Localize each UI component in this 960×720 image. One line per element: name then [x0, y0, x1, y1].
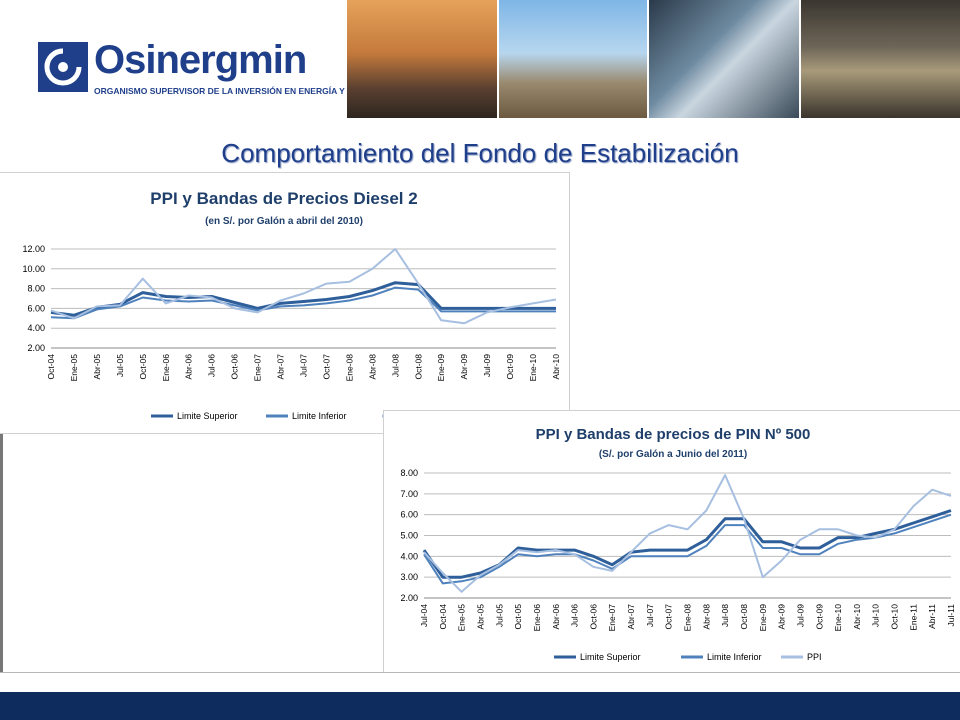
chart1-xtick-label: Ene-09 — [758, 604, 768, 632]
logo-name: Osinergmin — [94, 38, 307, 82]
chart1-ytick-label: 6.00 — [400, 510, 418, 520]
chart1-ytick-label: 3.00 — [400, 572, 418, 582]
chart0-xtick-label: Oct-05 — [138, 354, 148, 380]
chart0-series-limite-superior — [50, 281, 556, 317]
header-photo-power-lines — [347, 0, 497, 118]
logo-subtitle: ORGANISMO SUPERVISOR DE LA INVERSIÓN EN … — [94, 86, 383, 96]
chart1-xtick-label: Abr-11 — [927, 604, 937, 629]
chart0-ytick-label: 10.00 — [22, 264, 45, 274]
chart1-xtick-label: Ene-08 — [683, 604, 693, 632]
chart1-xtick-label: Ene-05 — [457, 604, 467, 632]
chart1-xtick-label: Abr-10 — [852, 604, 862, 630]
chart1-xtick-label: Jul-05 — [494, 604, 504, 627]
chart0-xtick-label: Ene-07 — [253, 354, 263, 382]
chart1-xtick-label: Ene-11 — [908, 604, 918, 631]
chart0-ytick-label: 4.00 — [27, 323, 45, 333]
chart-pin-500: PPI y Bandas de precios de PIN Nº 500 (S/… — [383, 410, 960, 674]
chart0-xtick-label: Ene-05 — [69, 354, 79, 382]
chart1-ytick-label: 7.00 — [400, 489, 418, 499]
chart0-xtick-label: Abr-07 — [276, 354, 286, 380]
chart-pin-500-svg: PPI y Bandas de precios de PIN Nº 500 (S/… — [400, 426, 956, 662]
chart-diesel-2-svg: PPI y Bandas de Precios Diesel 2 (en S/. … — [22, 189, 561, 421]
chart1-xtick-label: Oct-10 — [890, 604, 900, 630]
chart0-xtick-label: Jul-08 — [390, 354, 400, 377]
chart-diesel-2: PPI y Bandas de Precios Diesel 2 (en S/. … — [0, 172, 570, 434]
chart1-ytick-label: 4.00 — [400, 551, 418, 561]
header-photo-oil-rig — [499, 0, 647, 118]
chart1-xtick-label: Ene-10 — [833, 604, 843, 632]
chart1-xtick-label: Oct-06 — [588, 604, 598, 630]
chart0-xtick-label: Abr-05 — [92, 354, 102, 380]
chart1-series-ppi — [423, 474, 952, 593]
chart0-ytick-label: 8.00 — [27, 284, 45, 294]
chart1-ytick-label: 2.00 — [400, 593, 418, 603]
chart0-xtick-label: Abr-10 — [551, 354, 561, 380]
chart1-xtick-label: Abr-06 — [551, 604, 561, 630]
chart0-xtick-label: Ene-06 — [161, 354, 171, 382]
chart0-ytick-label: 2.00 — [27, 343, 45, 353]
chart0-xtick-label: Ene-08 — [344, 354, 354, 382]
chart0-legend-label: Limite Superior — [177, 411, 238, 421]
chart0-series-ppi — [50, 248, 557, 325]
chart0-xtick-label: Abr-06 — [184, 354, 194, 380]
header: Osinergmin ORGANISMO SUPERVISOR DE LA IN… — [0, 0, 960, 120]
chart1-ytick-label: 5.00 — [400, 531, 418, 541]
chart1-xtick-label: Jul-10 — [871, 604, 881, 627]
chart1-xtick-label: Jul-07 — [645, 604, 655, 627]
chart0-xtick-label: Jul-05 — [115, 354, 125, 377]
chart1-xtick-label: Jul-11 — [946, 604, 956, 627]
chart1-legend-label: PPI — [807, 652, 822, 662]
chart0-xtick-label: Oct-06 — [230, 354, 240, 380]
chart1-xtick-label: Jul-09 — [795, 604, 805, 627]
chart1-ytick-label: 8.00 — [400, 468, 418, 478]
chart0-xtick-label: Abr-08 — [367, 354, 377, 380]
chart1-xtick-label: Ene-07 — [607, 604, 617, 632]
chart0-xtick-label: Oct-04 — [46, 354, 56, 380]
osinergmin-emblem-icon — [38, 42, 88, 92]
chart0-xtick-label: Oct-07 — [321, 354, 331, 380]
chart1-subtitle: (S/. por Galón a Junio del 2011) — [599, 449, 747, 460]
chart1-xtick-label: Abr-07 — [626, 604, 636, 630]
chart1-xtick-label: Abr-08 — [701, 604, 711, 630]
chart1-xtick-label: Oct-08 — [739, 604, 749, 630]
chart1-xtick-label: Abr-09 — [777, 604, 787, 630]
chart0-xtick-label: Ene-09 — [436, 354, 446, 382]
chart0-xtick-label: Oct-09 — [505, 354, 515, 380]
chart0-xtick-label: Jul-09 — [482, 354, 492, 377]
chart0-xtick-label: Ene-10 — [528, 354, 538, 382]
footer-bar — [0, 692, 960, 720]
chart1-xtick-label: Jul-06 — [570, 604, 580, 627]
chart1-xtick-label: Abr-05 — [475, 604, 485, 630]
header-photo-pipeline-welding — [649, 0, 799, 118]
chart1-legend-label: Limite Superior — [580, 652, 641, 662]
osinergmin-logo: Osinergmin ORGANISMO SUPERVISOR DE LA IN… — [38, 38, 383, 102]
chart0-xtick-label: Jul-07 — [299, 354, 309, 377]
chart0-xtick-label: Abr-09 — [459, 354, 469, 380]
chart1-xtick-label: Oct-09 — [814, 604, 824, 630]
footer-spacer — [0, 672, 960, 693]
chart1-xtick-label: Ene-06 — [532, 604, 542, 632]
chart0-ytick-label: 6.00 — [27, 303, 45, 313]
chart1-xtick-label: Jul-08 — [720, 604, 730, 627]
chart0-title: PPI y Bandas de Precios Diesel 2 — [150, 189, 417, 208]
chart0-xtick-label: Oct-08 — [413, 354, 423, 380]
chart1-xtick-label: Oct-05 — [513, 604, 523, 630]
chart0-xtick-label: Jul-06 — [207, 354, 217, 377]
chart1-series-limite-inferior — [423, 513, 952, 585]
chart0-ytick-label: 12.00 — [22, 244, 45, 254]
header-photo-mine-tunnel — [801, 0, 960, 118]
chart1-xtick-label: Jul-04 — [419, 604, 429, 627]
chart0-series-limite-inferior — [50, 286, 556, 320]
page-title: Comportamiento del Fondo de Estabilizaci… — [221, 138, 739, 168]
chart1-xtick-label: Oct-07 — [664, 604, 674, 630]
chart1-xtick-label: Oct-04 — [438, 604, 448, 630]
chart1-series-limite-superior — [422, 509, 952, 579]
divider — [0, 432, 3, 694]
chart1-title: PPI y Bandas de precios de PIN Nº 500 — [536, 426, 811, 443]
chart0-legend-label: Limite Inferior — [292, 411, 347, 421]
chart1-legend-label: Limite Inferior — [707, 652, 762, 662]
chart0-subtitle: (en S/. por Galón a abril del 2010) — [205, 216, 363, 227]
